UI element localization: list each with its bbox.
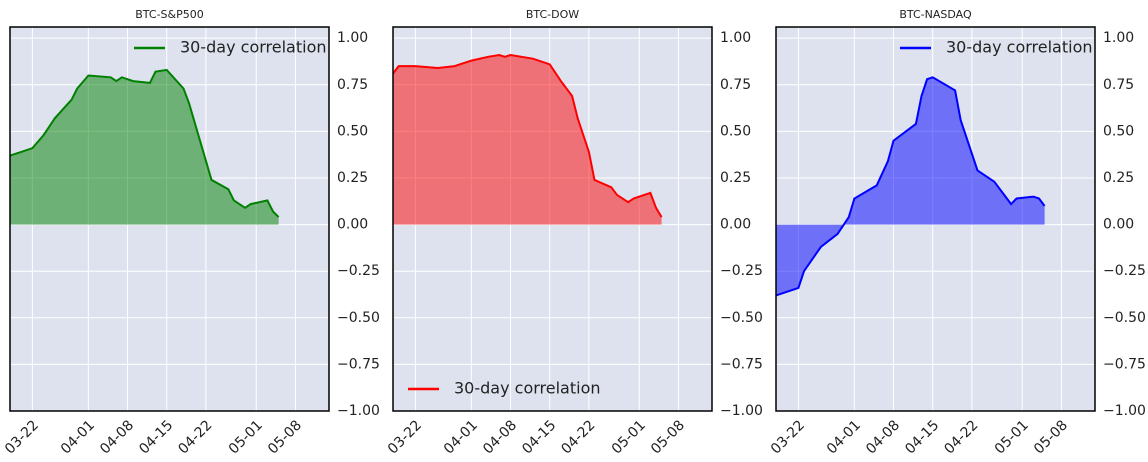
y-tick-label: −0.25 [1103,263,1146,279]
legend-label: 30-day correlation [180,38,327,57]
y-tick-label: 0.75 [1103,77,1134,93]
x-tick-label: 04-01 [58,417,98,457]
chart-title: BTC-S&P500 [135,8,203,21]
y-tick-label: −0.75 [337,356,380,372]
y-tick-label: −1.00 [720,403,763,419]
y-tick-label: 1.00 [720,30,751,46]
y-tick-label: 0.00 [1103,217,1134,233]
x-tick-label: 04-15 [136,417,176,457]
x-tick-label: 04-08 [480,417,520,457]
x-tick-label: 05-08 [1031,417,1071,457]
y-tick-label: 0.50 [720,123,751,139]
y-tick-label: 0.50 [337,123,368,139]
area-fill [393,55,662,225]
chart-title: BTC-NASDAQ [899,8,972,21]
y-tick-label: −0.75 [720,356,763,372]
x-tick-label: 05-01 [609,417,649,457]
x-tick-label: 03-22 [385,417,425,457]
legend-label: 30-day correlation [454,379,601,398]
series-line [392,53,663,218]
y-tick-label: 0.50 [1103,123,1134,139]
x-tick-label: 04-22 [941,417,981,457]
x-tick-label: 03-22 [768,417,808,457]
x-tick-label: 04-15 [519,417,559,457]
y-tick-label: 0.00 [337,217,368,233]
legend-label: 30-day correlation [946,38,1093,57]
y-tick-label: −0.50 [720,310,763,326]
y-tick-label: −0.50 [1103,310,1146,326]
y-tick-label: 0.25 [337,170,368,186]
x-tick-label: 04-22 [558,417,598,457]
x-tick-label: 04-08 [97,417,137,457]
y-tick-label: 0.25 [1103,170,1134,186]
x-tick-label: 05-08 [648,417,688,457]
x-tick-label: 05-01 [992,417,1032,457]
y-tick-label: −0.25 [720,263,763,279]
x-tick-label: 04-01 [441,417,481,457]
series-line [9,68,280,218]
x-tick-label: 05-01 [226,417,266,457]
y-tick-label: −1.00 [1103,403,1146,419]
x-tick-label: 03-22 [2,417,42,457]
y-tick-label: 0.00 [720,217,751,233]
x-tick-label: 04-01 [824,417,864,457]
x-tick-label: 04-22 [175,417,215,457]
x-tick-label: 05-08 [265,417,305,457]
series-line [775,76,1046,297]
area-fill [10,69,279,225]
x-tick-label: 04-08 [863,417,903,457]
plot-frame [775,26,1096,412]
y-tick-label: 1.00 [337,30,368,46]
chart-title: BTC-DOW [526,8,579,21]
plot-frame [392,26,713,412]
y-tick-label: 0.25 [720,170,751,186]
y-tick-label: −1.00 [337,403,380,419]
y-tick-label: −0.25 [337,263,380,279]
y-tick-label: 0.75 [720,77,751,93]
area-fill [776,77,1045,296]
y-tick-label: −0.75 [1103,356,1146,372]
plot-frame [9,26,330,412]
y-tick-label: 1.00 [1103,30,1134,46]
y-tick-label: −0.50 [337,310,380,326]
y-tick-label: 0.75 [337,77,368,93]
x-tick-label: 04-15 [902,417,942,457]
